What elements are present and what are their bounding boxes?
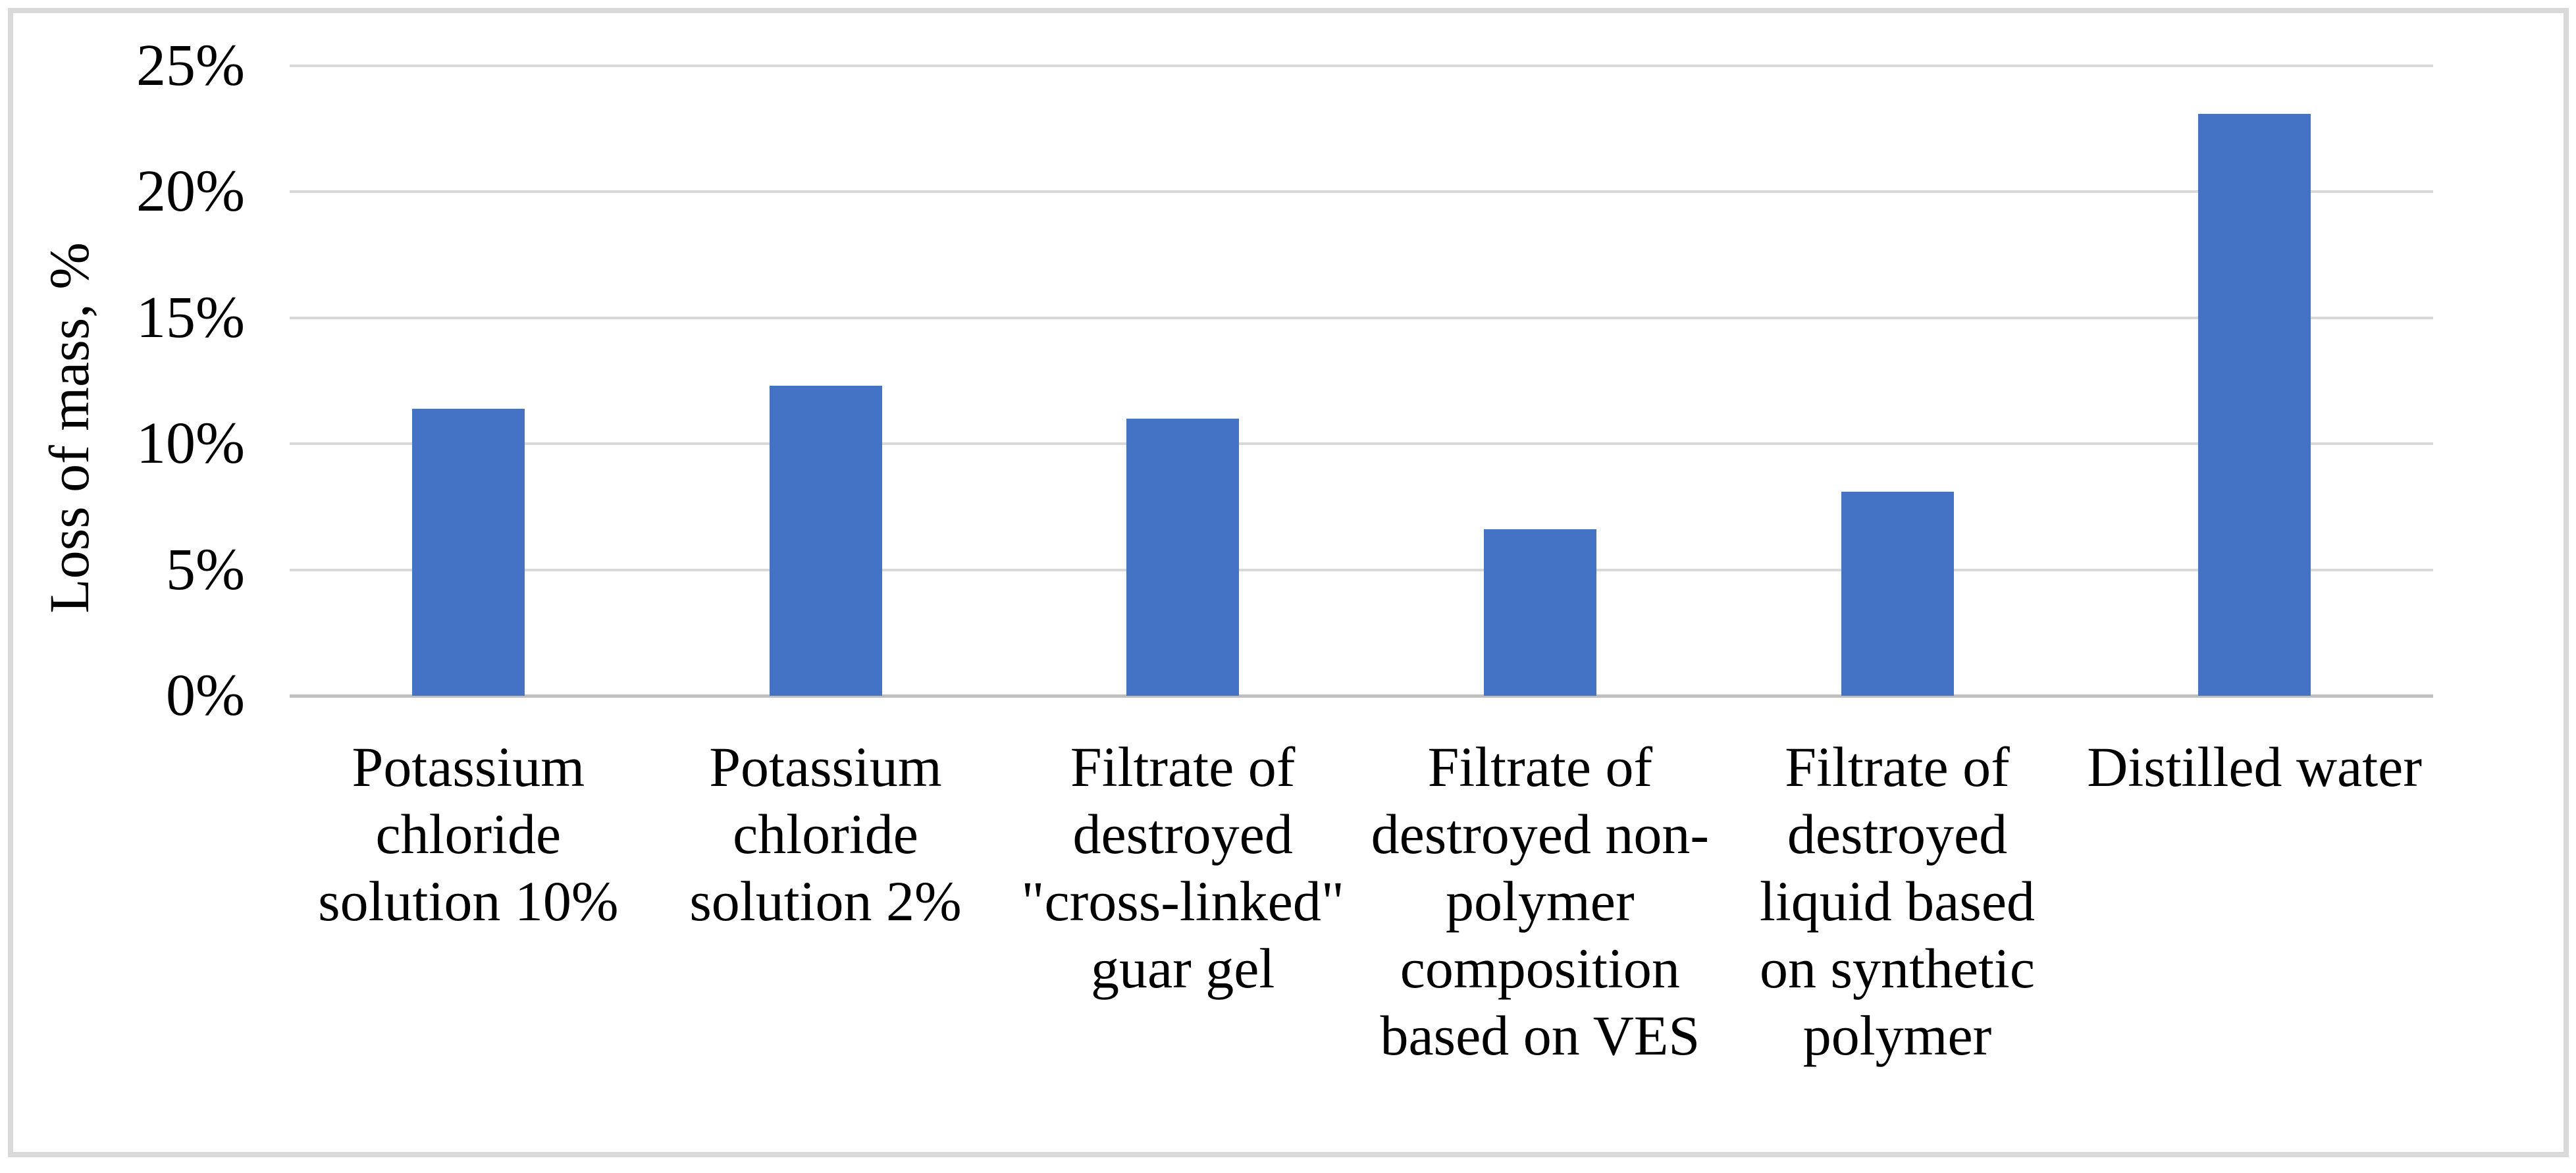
- y-tick-label: 10%: [136, 411, 245, 477]
- plot-area: [290, 65, 2433, 698]
- y-tick-label: 20%: [136, 159, 245, 224]
- x-category-label: Distilled water: [2087, 735, 2422, 798]
- bar: [1841, 491, 1954, 696]
- bar: [1126, 418, 1240, 696]
- y-tick-label: 0%: [166, 663, 245, 728]
- gridline: [290, 65, 2433, 67]
- y-tick-label: 5%: [166, 536, 245, 602]
- x-axis-line: [290, 694, 2433, 698]
- x-category-label: Potassium chloride solution 10%: [318, 735, 619, 933]
- x-category-label: Filtrate of destroyed liquid based on sy…: [1760, 735, 2035, 1067]
- gridline: [290, 190, 2433, 194]
- gridline: [290, 442, 2433, 446]
- bar: [411, 408, 525, 696]
- bar: [769, 386, 882, 696]
- y-tick-label: 15%: [136, 284, 245, 350]
- x-category-label: Potassium chloride solution 2%: [689, 735, 962, 933]
- x-category-label: Filtrate of destroyed "cross-linked" gua…: [1021, 735, 1344, 1000]
- bar: [1483, 529, 1596, 696]
- x-category-label: Filtrate of destroyed non-polymer compos…: [1371, 735, 1710, 1067]
- gridline: [290, 316, 2433, 319]
- y-tick-label: 25%: [136, 33, 245, 98]
- bar: [2198, 113, 2311, 696]
- gridline: [290, 568, 2433, 571]
